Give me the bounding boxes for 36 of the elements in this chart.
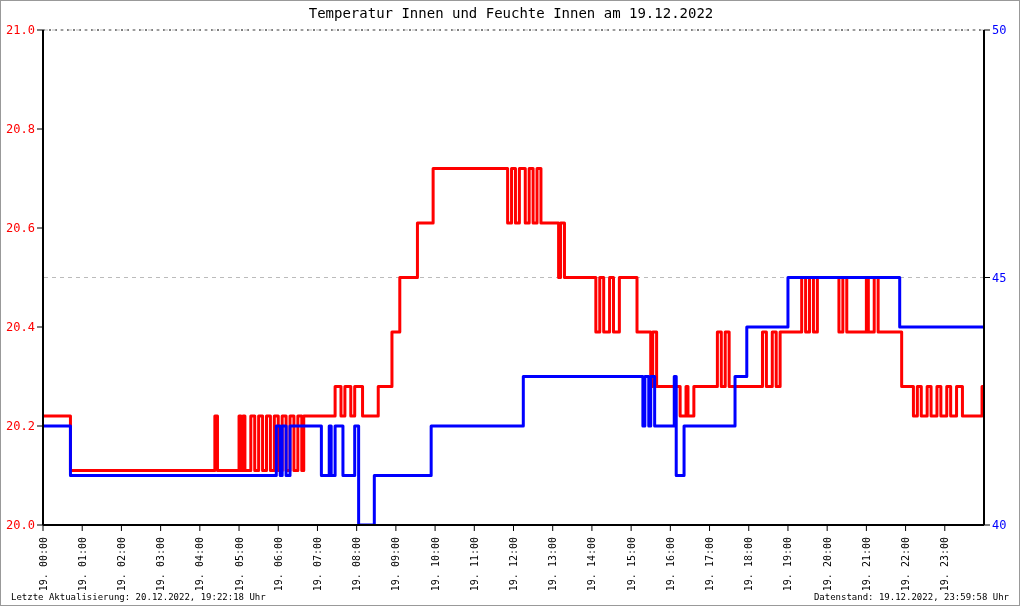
x-tick-label: 19. 22:00: [900, 537, 912, 592]
y-tick-label: 20.8: [6, 122, 35, 137]
x-tick-label: 19. 10:00: [429, 537, 441, 592]
x-tick-label: 19. 21:00: [860, 537, 872, 592]
x-tick-label: 19. 18:00: [743, 537, 755, 592]
x-tick-label: 19. 17:00: [704, 537, 716, 592]
x-tick-label: 19. 03:00: [155, 537, 167, 592]
x-tick-label: 19. 00:00: [37, 537, 49, 592]
x-tick-label: 19. 11:00: [468, 537, 480, 592]
x-tick-label: 19. 05:00: [233, 537, 245, 592]
text: Datenstand: 19.12.2022, 23:59:58 Uhr: [813, 592, 1009, 603]
x-tick-label: 19. 12:00: [508, 537, 519, 592]
x-tick-label: 19. 19:00: [782, 537, 794, 592]
x-tick-label: 19. 23:00: [939, 537, 951, 592]
x-tick-label: 19. 02:00: [115, 537, 127, 592]
chart-title: Temperatur Innen und Feuchte Innen am 19.12.2022: [307, 5, 715, 21]
x-tick-label: 19. 01:00: [76, 537, 88, 592]
y-tick-label: 20.4: [6, 320, 35, 335]
y-tick-label: 21.0: [6, 23, 35, 38]
x-tick-label: 19. 08:00: [351, 537, 363, 592]
x-tick-label: 19. 15:00: [625, 537, 637, 592]
y-tick-label: 20.6: [6, 221, 35, 236]
y-tick-label: 20.2: [6, 419, 35, 434]
y2-tick-label: 50: [992, 23, 1007, 38]
y2-tick-label: 40: [992, 518, 1007, 533]
x-tick-label: 19. 13:00: [547, 537, 559, 592]
x-tick-label: 19. 04:00: [194, 537, 206, 592]
x-tick-label: 19. 20:00: [821, 537, 833, 592]
x-tick-label: 19. 07:00: [311, 537, 323, 592]
x-tick-label: 19. 09:00: [390, 537, 402, 592]
x-tick-label: 19. 14:00: [586, 537, 598, 592]
text: Letzte Aktualisierung: 20.12.2022, 19:22:18 Uhr: [11, 592, 266, 603]
y-tick-label: 20.0: [6, 518, 35, 533]
y2-tick-label: 45: [992, 270, 1007, 285]
x-tick-label: 19. 06:00: [272, 537, 284, 592]
x-tick-label: 19. 16:00: [664, 537, 676, 592]
